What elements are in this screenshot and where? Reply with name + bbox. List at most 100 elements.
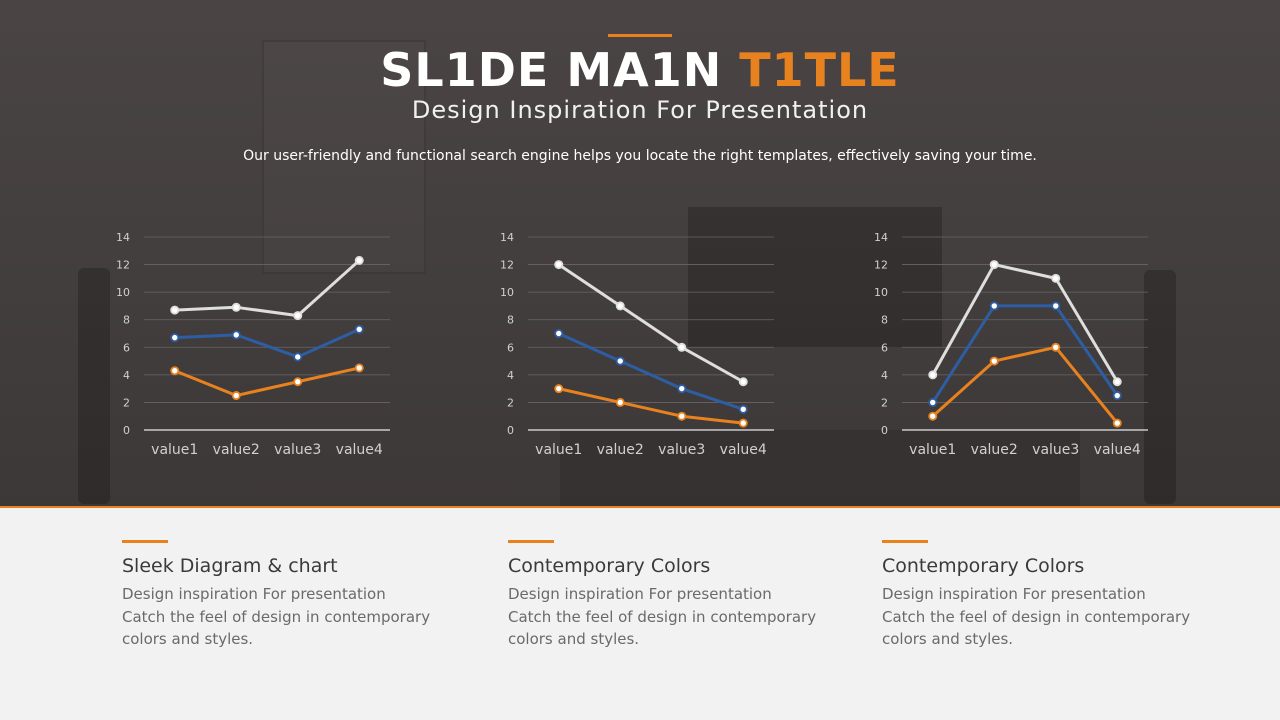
data-point <box>354 363 364 373</box>
x-tick-label: value1 <box>909 442 956 458</box>
y-tick-label: 8 <box>507 314 514 327</box>
card-text-line: colors and styles. <box>508 630 640 648</box>
y-tick-label: 10 <box>500 286 514 299</box>
line-chart-3: 0 2 4 6 8 10 12 14 value1 value2 value3 value4 <box>874 231 1148 458</box>
y-tick-label: 4 <box>123 369 130 382</box>
feature-card-3: Contemporary Colors Design inspiration F… <box>882 540 1202 651</box>
data-point <box>554 260 564 270</box>
card-text-line: Design inspiration For presentation <box>508 585 772 603</box>
y-tick-label: 14 <box>500 231 514 244</box>
x-tick-label: value1 <box>151 442 198 458</box>
feature-card-1: Sleek Diagram & chart Design inspiration… <box>122 540 442 651</box>
y-tick-label: 8 <box>123 314 130 327</box>
data-point <box>615 301 625 311</box>
data-point <box>293 311 303 321</box>
data-point <box>677 342 687 352</box>
background-speaker-left <box>78 268 110 504</box>
card-text-line: colors and styles. <box>122 630 254 648</box>
y-tick-label: 12 <box>116 259 130 272</box>
y-tick-label: 6 <box>123 341 130 354</box>
data-point <box>170 366 180 376</box>
y-tick-label: 2 <box>123 396 130 409</box>
data-point <box>738 404 748 414</box>
series-line <box>557 332 745 411</box>
series-line <box>931 263 1119 384</box>
data-point <box>928 397 938 407</box>
x-tick-label: value2 <box>971 442 1018 458</box>
card-text-line: Catch the feel of design in contemporary <box>882 607 1191 626</box>
x-tick-label: value4 <box>336 442 383 458</box>
data-point <box>231 391 241 401</box>
data-point <box>615 397 625 407</box>
data-point <box>554 329 564 339</box>
y-tick-label: 14 <box>116 231 130 244</box>
data-point <box>1112 391 1122 401</box>
data-point <box>293 377 303 387</box>
data-point <box>231 330 241 340</box>
x-tick-label: value1 <box>535 442 582 458</box>
line-chart-2: 0 2 4 6 8 10 12 14 value1 value2 value3 value4 <box>500 231 774 458</box>
x-tick-label: value3 <box>274 442 321 458</box>
data-point <box>354 324 364 334</box>
card-text-line: Catch the feel of design in contemporary <box>508 607 817 626</box>
data-point <box>293 352 303 362</box>
title-accent-bar <box>608 34 672 37</box>
data-point <box>615 356 625 366</box>
y-tick-label: 0 <box>123 424 130 437</box>
card-accent-bar <box>508 540 554 543</box>
data-point <box>989 260 999 270</box>
slide-title: SL1DE MA1N T1TLE <box>0 42 1280 98</box>
line-chart-1: 0 2 4 6 8 10 12 14 value1 value2 value3 value4 <box>116 231 390 458</box>
x-tick-label: value3 <box>658 442 705 458</box>
data-point <box>928 370 938 380</box>
data-point <box>738 418 748 428</box>
data-point <box>1112 377 1122 387</box>
data-point <box>1051 342 1061 352</box>
card-text-line: Design inspiration For presentation <box>882 585 1146 603</box>
data-point <box>677 384 687 394</box>
card-title: Sleek Diagram & chart <box>122 555 338 577</box>
y-tick-label: 12 <box>874 259 888 272</box>
card-text-line: colors and styles. <box>882 630 1014 648</box>
y-tick-label: 12 <box>500 259 514 272</box>
series-line <box>931 345 1119 425</box>
data-point <box>170 305 180 315</box>
data-point <box>554 384 564 394</box>
y-tick-label: 6 <box>881 341 888 354</box>
card-accent-bar <box>122 540 168 543</box>
slide-subtitle: Design Inspiration For Presentation <box>411 96 869 124</box>
series-line <box>557 387 745 425</box>
background-tv <box>688 207 942 347</box>
data-point <box>989 301 999 311</box>
data-point <box>354 255 364 265</box>
y-tick-label: 8 <box>881 314 888 327</box>
y-tick-label: 2 <box>881 396 888 409</box>
y-tick-label: 6 <box>507 341 514 354</box>
data-point <box>1051 273 1061 283</box>
series-line <box>931 304 1119 404</box>
y-tick-label: 14 <box>874 231 888 244</box>
y-tick-label: 4 <box>881 369 888 382</box>
y-tick-label: 10 <box>116 286 130 299</box>
card-title: Contemporary Colors <box>882 555 1085 577</box>
card-text-line: Design inspiration For presentation <box>122 585 386 603</box>
title-main: SL1DE MA1N <box>380 43 740 97</box>
series-line <box>173 327 361 359</box>
y-tick-label: 2 <box>507 396 514 409</box>
card-title: Contemporary Colors <box>508 555 711 577</box>
series-line <box>557 263 745 384</box>
y-tick-label: 0 <box>507 424 514 437</box>
header-background <box>0 0 1280 507</box>
y-tick-label: 0 <box>881 424 888 437</box>
series-line <box>173 258 361 318</box>
x-tick-label: value2 <box>597 442 644 458</box>
series-line <box>173 366 361 398</box>
data-point <box>231 302 241 312</box>
data-point <box>1112 418 1122 428</box>
data-point <box>170 333 180 343</box>
background-speaker-right <box>1144 270 1176 504</box>
data-point <box>928 411 938 421</box>
x-tick-label: value4 <box>720 442 767 458</box>
y-tick-label: 10 <box>874 286 888 299</box>
x-tick-label: value3 <box>1032 442 1079 458</box>
